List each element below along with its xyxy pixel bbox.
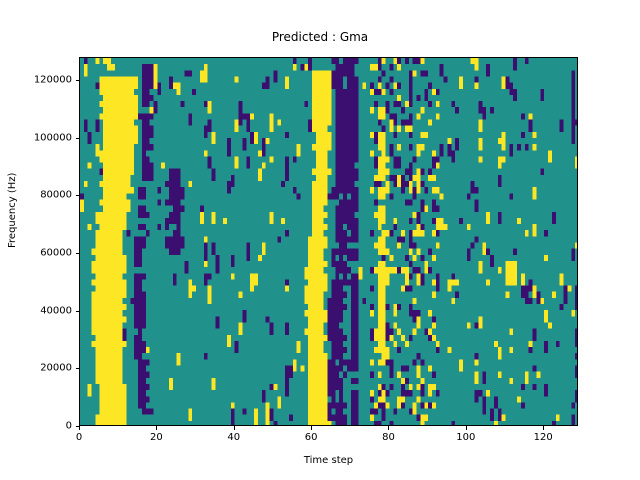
x-tick-mark [233,426,235,430]
heatmap-plot-area [79,57,578,426]
x-tick-label: 100 [456,432,476,443]
page-title: Predicted : Gma [271,30,369,44]
x-tick-mark [388,426,390,430]
y-tick-mark [75,310,79,312]
x-tick-label: 20 [149,432,163,443]
x-tick-mark [79,426,80,430]
y-tick-label: 0 [65,420,72,432]
y-tick-mark [75,253,79,255]
y-tick-mark [75,137,79,139]
x-tick-label: 80 [382,432,395,443]
y-tick-label: 100000 [33,132,72,144]
y-tick-label: 120000 [33,74,72,86]
heatmap-image [80,58,577,425]
x-tick-label: 120 [533,432,553,443]
x-tick-label: 0 [75,432,83,443]
y-axis-label: Frequency (Hz) [7,172,18,248]
x-tick-label: 40 [227,432,241,443]
y-tick-label: 40000 [40,305,72,317]
y-tick-mark [75,195,79,197]
x-tick-mark [543,426,545,430]
y-tick-label: 60000 [40,247,72,259]
x-axis-label: Time step [303,455,354,466]
y-tick-mark [75,368,79,370]
y-tick-mark [75,80,79,82]
x-tick-mark [311,426,313,430]
x-tick-mark [465,426,467,430]
y-tick-label: 20000 [40,362,72,374]
x-tick-mark [156,426,158,430]
y-tick-mark [75,426,79,427]
x-tick-label: 60 [304,432,318,443]
y-tick-label: 80000 [40,189,72,201]
